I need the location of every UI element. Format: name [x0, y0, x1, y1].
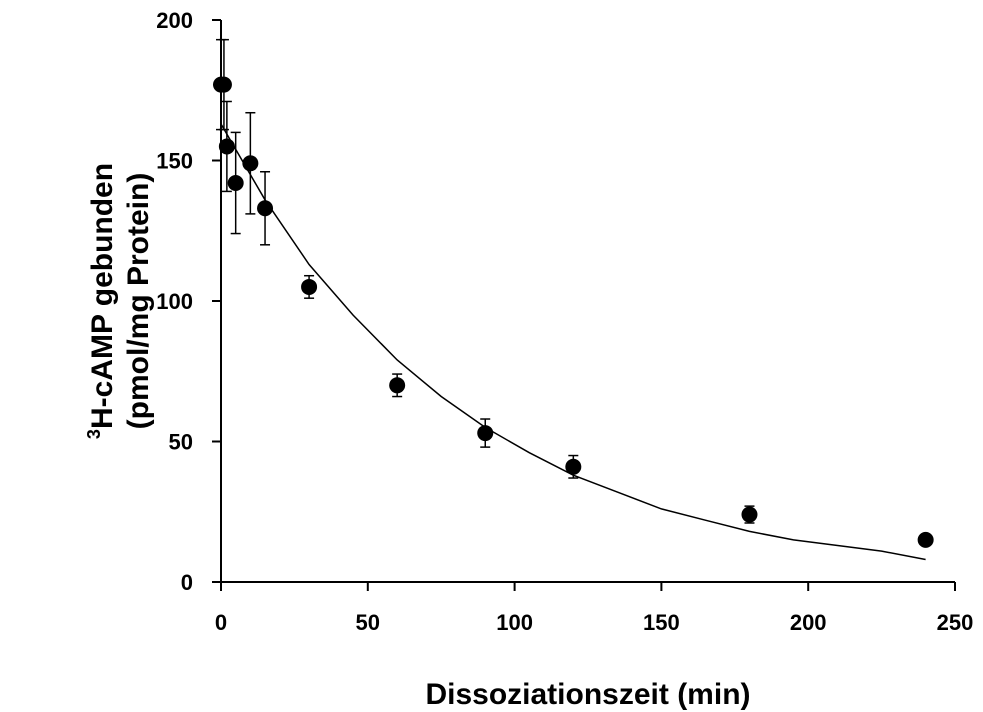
svg-text:3H-cAMP gebunden: 3H-cAMP gebunden — [84, 163, 119, 439]
data-point — [257, 200, 274, 217]
y-ticks: 0 50 100 150 200 — [156, 8, 221, 595]
y-tick-label: 200 — [156, 8, 193, 33]
fit-curve — [220, 123, 926, 561]
y-axis-title: 3H-cAMP gebunden (pmol/mg Protein) — [84, 163, 155, 439]
x-tick-label: 150 — [643, 610, 680, 635]
data-point — [917, 531, 934, 548]
x-tick-label: 100 — [496, 610, 533, 635]
data-points — [213, 76, 934, 548]
data-point — [741, 506, 758, 523]
y-tick-label: 50 — [169, 430, 193, 455]
plot-area: 0 50 100 150 200 250 0 50 100 150 200 — [156, 8, 973, 635]
x-tick-label: 200 — [790, 610, 827, 635]
x-tick-label: 250 — [937, 610, 974, 635]
x-tick-label: 50 — [356, 610, 380, 635]
data-point — [227, 174, 244, 191]
data-point — [215, 76, 232, 93]
data-point — [301, 278, 318, 295]
data-point — [477, 425, 494, 442]
y-axis-title-line2: (pmol/mg Protein) — [122, 173, 155, 430]
y-tick-label: 150 — [156, 149, 193, 174]
data-point — [565, 458, 582, 475]
y-axis-title-line1: H-cAMP gebunden — [86, 163, 119, 429]
data-point — [242, 155, 259, 172]
y-axis-title-superscript: 3 — [84, 429, 104, 439]
x-axis-title: Dissoziationszeit (min) — [425, 678, 750, 711]
x-tick-label: 0 — [215, 610, 227, 635]
data-point — [218, 138, 235, 155]
y-tick-label: 0 — [181, 570, 193, 595]
x-ticks: 0 50 100 150 200 250 — [215, 582, 973, 635]
data-point — [389, 377, 406, 394]
y-tick-label: 100 — [156, 289, 193, 314]
